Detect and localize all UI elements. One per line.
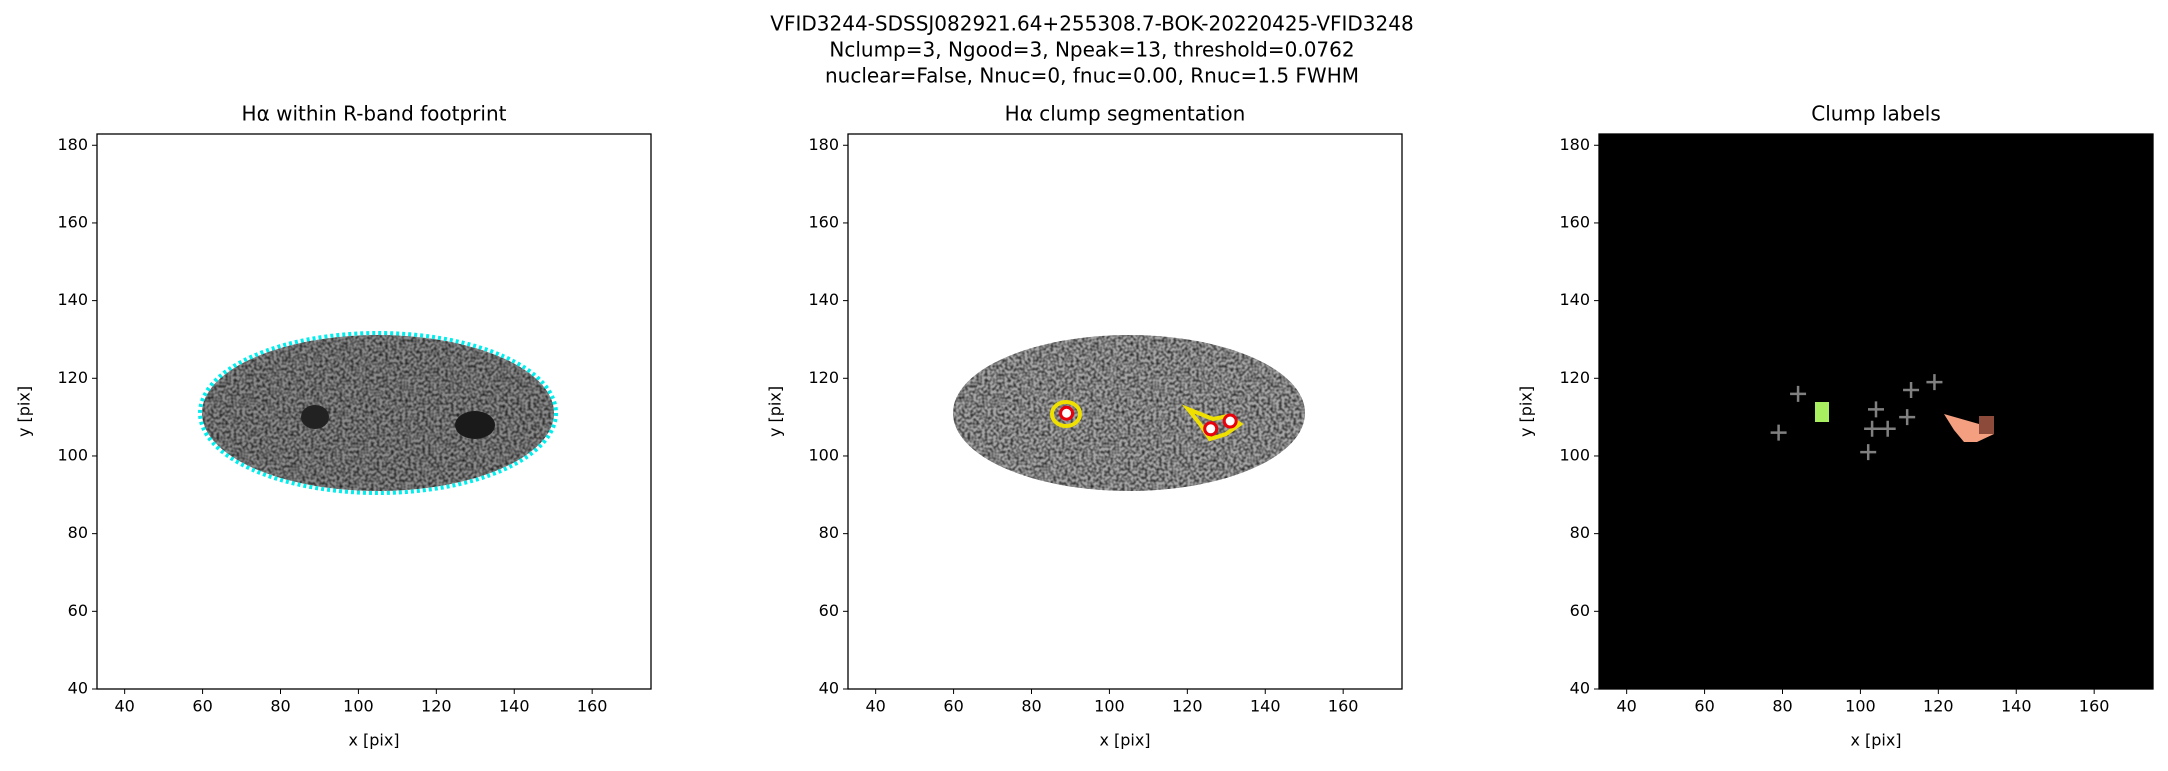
peak-marker bbox=[1868, 401, 1884, 418]
dark-spot bbox=[301, 405, 329, 429]
dark-spot bbox=[455, 411, 495, 439]
y-tick-label: 60 bbox=[1570, 601, 1590, 620]
y-tick-label: 40 bbox=[1570, 679, 1590, 698]
x-tick-label: 140 bbox=[1250, 697, 1281, 716]
x-axis-label: x [pix] bbox=[348, 731, 399, 750]
peak-marker bbox=[1899, 409, 1916, 426]
y-tick-label: 80 bbox=[68, 523, 88, 542]
peak-marker bbox=[1879, 420, 1896, 437]
y-tick-label: 60 bbox=[68, 601, 88, 620]
y-tick-label: 120 bbox=[1559, 368, 1590, 387]
footprint-contour bbox=[198, 331, 558, 495]
y-tick-label: 80 bbox=[1570, 523, 1590, 542]
y-tick-label: 120 bbox=[57, 368, 88, 387]
y-tick-label: 100 bbox=[57, 445, 88, 464]
x-tick-label: 80 bbox=[270, 697, 290, 716]
x-tick-label: 60 bbox=[1694, 697, 1714, 716]
x-tick-label: 100 bbox=[1845, 697, 1876, 716]
clump-contour bbox=[1181, 404, 1244, 442]
x-tick-label: 160 bbox=[2079, 697, 2110, 716]
y-axis-label: y [pix] bbox=[15, 386, 34, 437]
suptitle: Nclump=3, Ngood=3, Npeak=13, threshold=0… bbox=[829, 38, 1354, 62]
clump-center bbox=[1203, 421, 1219, 437]
x-tick-label: 40 bbox=[1616, 697, 1636, 716]
x-tick-label: 40 bbox=[114, 697, 134, 716]
y-axis-label: y [pix] bbox=[1517, 386, 1536, 437]
image-panel bbox=[953, 335, 1305, 491]
axes-frame bbox=[1598, 133, 2154, 690]
clump-center bbox=[1059, 405, 1075, 421]
y-tick-label: 120 bbox=[808, 368, 839, 387]
y-tick-label: 100 bbox=[1559, 445, 1590, 464]
axes-frame bbox=[96, 133, 652, 690]
x-tick-label: 80 bbox=[1772, 697, 1792, 716]
axes-title: Clump labels bbox=[1811, 102, 1941, 126]
y-tick-label: 160 bbox=[808, 212, 839, 231]
x-axis-label: x [pix] bbox=[1850, 731, 1901, 750]
y-tick-label: 160 bbox=[57, 212, 88, 231]
y-tick-label: 40 bbox=[819, 679, 839, 698]
x-tick-label: 40 bbox=[865, 697, 885, 716]
y-tick-label: 140 bbox=[57, 290, 88, 309]
axes-title: Hα within R-band footprint bbox=[242, 102, 507, 126]
x-tick-label: 160 bbox=[1328, 697, 1359, 716]
y-tick-label: 140 bbox=[1559, 290, 1590, 309]
noise bbox=[202, 335, 554, 491]
y-tick-label: 40 bbox=[68, 679, 88, 698]
suptitle: VFID3244-SDSSJ082921.64+255308.7-BOK-202… bbox=[770, 12, 1413, 36]
y-axis-label: y [pix] bbox=[766, 386, 785, 437]
x-tick-label: 160 bbox=[577, 697, 608, 716]
x-tick-label: 140 bbox=[2001, 697, 2032, 716]
x-tick-label: 140 bbox=[499, 697, 530, 716]
clump-label bbox=[1815, 402, 1829, 422]
y-tick-label: 180 bbox=[57, 135, 88, 154]
peak-marker bbox=[1860, 444, 1877, 461]
clump-label bbox=[1979, 416, 1994, 434]
x-axis-label: x [pix] bbox=[1099, 731, 1150, 750]
x-tick-label: 100 bbox=[343, 697, 374, 716]
image-panel bbox=[198, 331, 558, 495]
y-tick-label: 180 bbox=[1559, 135, 1590, 154]
peak-marker bbox=[1864, 420, 1881, 437]
clump-label bbox=[1944, 414, 1994, 442]
y-tick-label: 60 bbox=[819, 601, 839, 620]
noise bbox=[953, 335, 1305, 491]
x-tick-label: 120 bbox=[421, 697, 452, 716]
clump-center bbox=[1222, 413, 1238, 429]
x-tick-label: 80 bbox=[1021, 697, 1041, 716]
axes-frame bbox=[847, 133, 1403, 690]
x-tick-label: 120 bbox=[1923, 697, 1954, 716]
clump-contour bbox=[1050, 400, 1082, 428]
suptitle: nuclear=False, Nnuc=0, fnuc=0.00, Rnuc=1… bbox=[825, 64, 1359, 88]
y-tick-label: 160 bbox=[1559, 212, 1590, 231]
y-tick-label: 80 bbox=[819, 523, 839, 542]
peak-marker bbox=[1926, 374, 1943, 391]
peak-marker bbox=[1790, 385, 1807, 402]
peak-marker bbox=[1770, 424, 1787, 441]
y-tick-label: 140 bbox=[808, 290, 839, 309]
y-tick-label: 100 bbox=[808, 445, 839, 464]
peak-marker bbox=[1903, 381, 1920, 398]
x-tick-label: 60 bbox=[943, 697, 963, 716]
x-tick-label: 60 bbox=[192, 697, 212, 716]
y-tick-label: 180 bbox=[808, 135, 839, 154]
axes-title: Hα clump segmentation bbox=[1005, 102, 1246, 126]
x-tick-label: 120 bbox=[1172, 697, 1203, 716]
x-tick-label: 100 bbox=[1094, 697, 1125, 716]
